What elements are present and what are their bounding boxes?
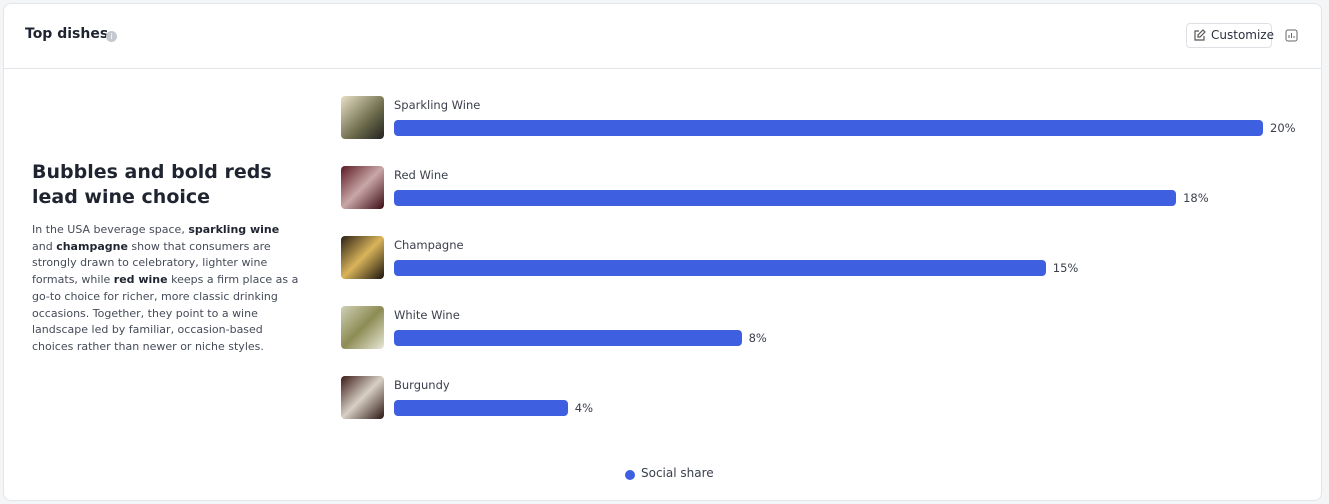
insight-heading: Bubbles and bold reds lead wine choice [32,161,272,208]
chart-type-icon[interactable] [1285,29,1298,42]
text-segment: sparkling wine [188,223,280,236]
value-label: 15% [1052,261,1079,275]
text-segment: and [32,239,57,253]
dish-thumbnail [341,166,384,209]
customize-label: Customize [1211,28,1274,42]
legend-label: Social share [641,466,714,480]
insight-text: In the USA beverage space, sparkling win… [32,222,300,356]
category-label: Red Wine [394,168,449,182]
text-segment: show that consumers are strongly drawn t… [32,239,271,287]
edit-icon [1194,29,1206,41]
dish-thumbnail [341,96,384,139]
dish-thumbnail [341,306,384,349]
value-label: 4% [574,401,594,415]
card: Top dishes i Customize Bubbles and bold … [3,3,1322,501]
value-label: 18% [1183,191,1209,205]
bar [394,260,1046,276]
bar [394,400,568,416]
bar [394,330,742,346]
text-segment: In the USA beverage space, [32,223,189,236]
legend-swatch [625,470,635,480]
category-label: Burgundy [394,378,450,392]
category-label: White Wine [394,308,460,322]
dish-thumbnail [341,236,384,279]
value-label: 8% [748,331,767,345]
text-segment: red wine [113,273,168,287]
text-segment: champagne [56,239,128,253]
category-label: Sparkling Wine [394,98,481,112]
customize-button[interactable]: Customize [1186,23,1274,48]
category-label: Champagne [394,238,464,252]
value-label: 20% [1270,121,1296,135]
text-segment: keeps a firm place as a go-to choice for… [32,273,299,353]
info-icon[interactable]: i [106,31,117,42]
dish-thumbnail [341,376,384,419]
bar [394,190,1177,206]
divider [4,68,1321,69]
bar [394,120,1263,136]
card-title: Top dishes [25,26,109,42]
